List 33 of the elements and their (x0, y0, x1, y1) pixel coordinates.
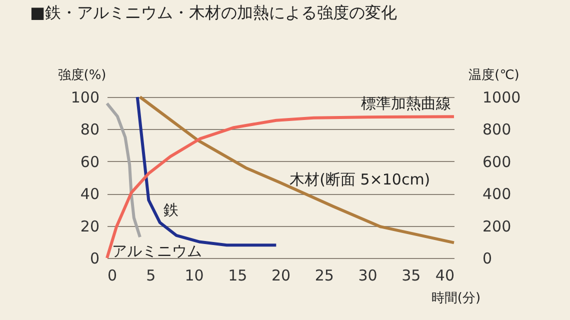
x-tick-label: 25 (314, 266, 334, 284)
series-label: 木材(断面 5×10cm) (290, 170, 430, 188)
x-tick-label: 10 (184, 266, 204, 284)
y2-axis-title: 温度(℃) (468, 67, 520, 83)
y-tick-label: 20 (80, 217, 100, 236)
line-series (138, 96, 456, 244)
y-tick-label: 100 (70, 88, 100, 106)
x-tick-label: 15 (228, 266, 248, 284)
y2-tick-label: 600 (482, 152, 512, 171)
y2-tick-label: 800 (482, 120, 512, 139)
y2-tick-label: 200 (482, 217, 512, 236)
line-series (106, 115, 456, 260)
line-series (136, 96, 278, 247)
y2-tick-label: 1000 (482, 88, 521, 106)
series-label: 標準加熱曲線 (361, 94, 451, 113)
line-series (106, 102, 142, 239)
y-tick-label: 40 (80, 185, 100, 204)
y-tick-label: 60 (80, 152, 100, 171)
y-axis-title: 強度(%) (58, 67, 106, 83)
y-tick-label: 80 (80, 120, 100, 139)
x-tick-label: 20 (271, 266, 291, 284)
x-tick-label: 35 (402, 266, 421, 284)
series-label: 鉄 (164, 201, 179, 220)
x-tick-label: 0 (108, 266, 118, 284)
x-tick-label: 40 (435, 266, 454, 284)
y2-tick-label: 0 (482, 250, 492, 268)
x-tick-label: 5 (146, 266, 156, 284)
y-tick-label: 0 (90, 250, 100, 268)
series-label: アルミニウム (112, 242, 202, 260)
x-tick-label: 30 (358, 266, 378, 284)
y2-tick-label: 400 (482, 185, 512, 204)
chart-title: ■鉄・アルミニウム・木材の加熱による強度の変化 (30, 3, 398, 22)
x-axis-title: 時間(分) (431, 291, 481, 306)
